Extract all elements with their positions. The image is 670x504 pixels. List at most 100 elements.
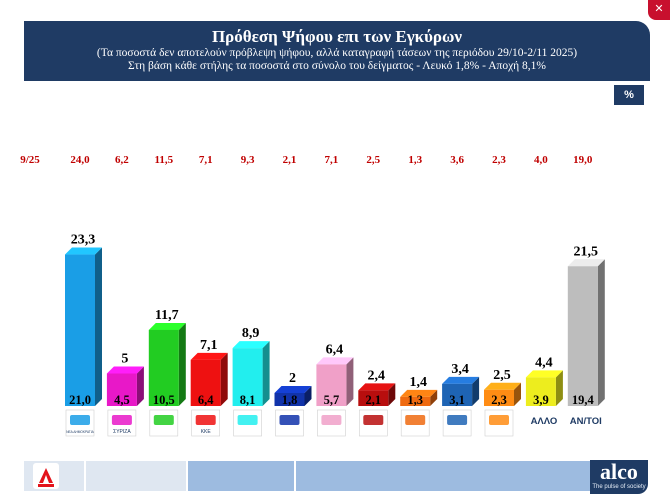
bar-top <box>190 352 228 360</box>
bar-base-label: 21,0 <box>69 393 91 407</box>
bar-side <box>430 389 438 406</box>
bar-top <box>65 247 102 255</box>
bar-side <box>262 341 270 406</box>
bar-base-label: 2,3 <box>491 393 507 407</box>
bar-top <box>106 366 144 374</box>
bar-top <box>525 370 563 378</box>
logo-mark <box>237 415 258 425</box>
previous-period-label: 9/25 <box>20 154 40 166</box>
bar <box>106 373 137 406</box>
bar <box>316 364 347 406</box>
bar-value-label: 5 <box>121 352 128 367</box>
bar <box>232 348 263 406</box>
bar-side <box>346 357 354 406</box>
bar-side <box>555 370 563 406</box>
bar-base-label: 1,8 <box>282 393 298 407</box>
bar-value-label: 1,4 <box>409 375 427 390</box>
bar <box>274 393 305 406</box>
bar-top <box>484 382 521 390</box>
bar <box>358 390 389 406</box>
bar-base-label: 8,1 <box>240 393 256 407</box>
alco-tagline: The pulse of society <box>592 484 646 490</box>
bar-value-label: 7,1 <box>200 338 218 353</box>
bar <box>567 266 598 406</box>
bar-side <box>388 383 396 406</box>
bar-value-label: 6,4 <box>326 342 344 357</box>
previous-value-label: 2,3 <box>492 154 506 166</box>
alco-brand: alco <box>600 459 638 484</box>
bar-value-label: 21,5 <box>574 244 599 259</box>
chart-subtitle-2: Στη βάση κάθε στήλης τα ποσοστά στο σύνο… <box>127 60 547 72</box>
footer-segment <box>296 461 590 491</box>
previous-value-label: 7,1 <box>199 154 213 166</box>
previous-value-label: 3,6 <box>450 154 464 166</box>
bar-side <box>514 382 521 406</box>
bar-side <box>220 352 228 406</box>
previous-value-label: 19,0 <box>573 154 593 166</box>
category-label: ΑΝ/ΤΟΙ <box>570 416 602 427</box>
bar-top <box>358 383 396 391</box>
bar-top <box>232 341 270 349</box>
alpha-tv-logo-icon <box>33 463 59 489</box>
bar-base-label: 1,3 <box>407 393 423 407</box>
bar-base-label: 2,1 <box>365 393 381 407</box>
bar-side <box>304 386 312 406</box>
bar-top <box>400 389 438 397</box>
close-icon[interactable]: ✕ <box>648 0 670 20</box>
bar-value-label: 3,4 <box>451 362 469 377</box>
bar-base-label: 6,4 <box>198 393 214 407</box>
chart-header: Πρόθεση Ψήφου επι των Εγκύρων (Τα ποσοστ… <box>24 21 650 81</box>
bar-value-label: 2 <box>289 371 296 386</box>
category-label: ΑΛΛΟ <box>531 416 558 427</box>
previous-value-label: 2,5 <box>366 154 380 166</box>
bar-top <box>567 259 605 267</box>
bar-top <box>274 386 312 393</box>
logo-mark <box>321 415 342 425</box>
previous-value-label: 9,3 <box>241 154 255 166</box>
bar <box>65 254 95 406</box>
logo-mark <box>489 415 509 425</box>
logo-mark <box>279 415 300 425</box>
bar-base-label: 10,5 <box>153 393 175 407</box>
bar-value-label: 23,3 <box>71 233 96 248</box>
previous-value-label: 11,5 <box>154 154 173 166</box>
logo-mark <box>363 415 384 425</box>
previous-value-label: 6,2 <box>115 154 129 166</box>
bar-value-label: 2,5 <box>493 368 511 383</box>
bar-base-label: 3,9 <box>533 393 549 407</box>
bar <box>400 396 431 406</box>
bar-base-label: 5,7 <box>324 393 340 407</box>
logo-mark <box>447 415 468 425</box>
bar-base-label: 3,1 <box>449 393 465 407</box>
percent-button[interactable]: % <box>614 85 644 105</box>
logo-mark <box>70 415 90 425</box>
footer-segment <box>188 461 294 491</box>
bar-value-label: 4,4 <box>535 355 553 370</box>
logo-text: ΚΚΕ <box>201 429 212 435</box>
bar-value-label: 11,7 <box>155 308 179 323</box>
previous-value-label: 2,1 <box>283 154 297 166</box>
chart-subtitle-1: (Τα ποσοστά δεν αποτελούν πρόβλεψη ψήφου… <box>96 47 578 59</box>
previous-value-label: 7,1 <box>325 154 339 166</box>
bar <box>525 377 556 406</box>
logo-mark <box>153 415 174 425</box>
bar-side <box>472 376 480 406</box>
bar-top <box>442 376 480 384</box>
logo-mark <box>111 415 132 425</box>
bar-value-label: 8,9 <box>242 326 260 341</box>
bar <box>190 359 221 406</box>
bar <box>484 389 514 406</box>
bar-top <box>316 357 354 365</box>
previous-value-label: 1,3 <box>408 154 422 166</box>
bar-value-label: 2,4 <box>368 368 386 383</box>
previous-value-label: 4,0 <box>534 154 548 166</box>
bar <box>442 383 473 406</box>
bar-base-label: 4,5 <box>114 393 130 407</box>
logo-mark <box>195 415 216 425</box>
bar-side <box>178 322 186 406</box>
bar-side <box>597 259 605 406</box>
previous-value-label: 24,0 <box>70 154 90 166</box>
logo-text: ΣΥΡΙΖΑ <box>113 429 131 435</box>
bar-base-label: 19,4 <box>572 393 595 407</box>
